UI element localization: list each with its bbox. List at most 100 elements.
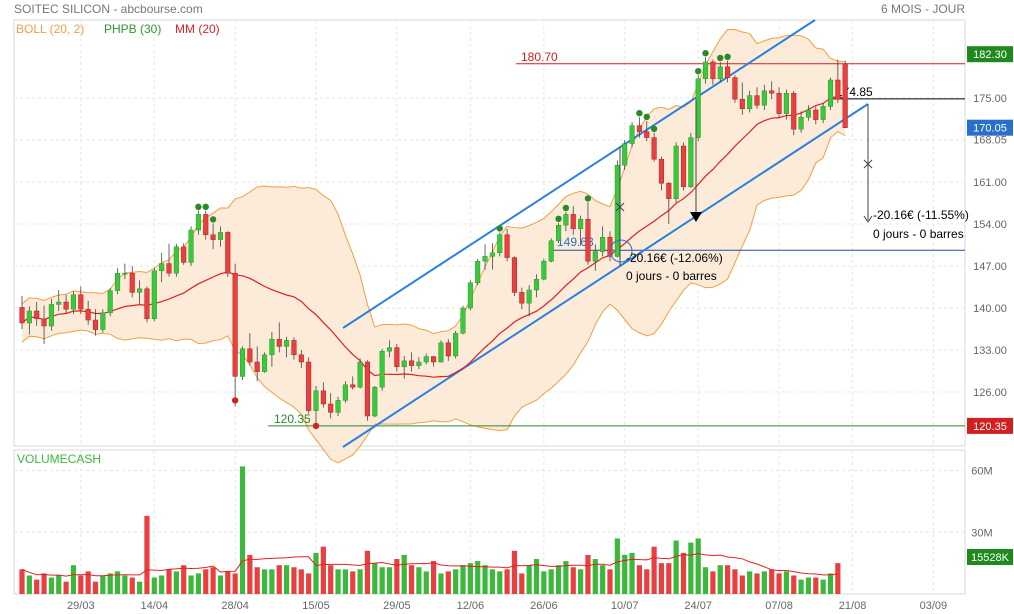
candle-down (813, 109, 819, 120)
volume-bar-up (438, 573, 444, 594)
phpb-high-marker (650, 125, 658, 132)
candle-up (578, 218, 584, 230)
x-tick-label: 10/07 (611, 600, 639, 612)
volume-bar-down (710, 571, 716, 594)
candle-down (276, 338, 282, 347)
candle-down (320, 390, 326, 405)
chart-header: SOITEC SILICON - abcbourse.com 6 MOIS - … (14, 2, 965, 466)
candle-up (783, 92, 789, 114)
phpb-high-marker (195, 203, 202, 210)
volume-bar-up (453, 569, 459, 594)
volume-bar-down (92, 581, 99, 594)
phpb-high-marker (209, 216, 217, 223)
volume-bar-up (26, 575, 32, 594)
annotations: -20.16€ (-12.06%) 0 jours - 0 barres -20.1… (609, 100, 969, 283)
candle-down (394, 347, 400, 368)
candle-down (181, 246, 187, 263)
y-tick-label: 133.00 (973, 345, 1007, 357)
volume-bar-up (702, 567, 709, 594)
candle-up (26, 310, 32, 324)
volume-bar-up (386, 567, 393, 594)
phpb-high-marker (702, 50, 709, 57)
candle-down (225, 232, 231, 274)
volume-bar-down (813, 577, 819, 594)
volume-bar-down (570, 567, 576, 594)
phpb-low-marker (312, 422, 320, 430)
volume-bar-down (350, 571, 356, 594)
candle-down (504, 234, 510, 258)
level-label-174: 174.85 (836, 85, 873, 99)
volume-bar-down (144, 515, 150, 594)
candle-up (703, 61, 709, 80)
x-tick-label: 29/05 (383, 600, 411, 612)
volume-bar-up (313, 552, 319, 594)
volume-bar-down (519, 573, 525, 594)
volume-bar-up (475, 561, 481, 594)
candle-down (254, 361, 260, 372)
candle-down (842, 63, 848, 128)
candle-up (379, 350, 385, 388)
candle-down (791, 92, 797, 130)
volume-bar-up (717, 565, 723, 594)
candle-up (173, 246, 179, 274)
candle-up (195, 214, 201, 231)
candle-up (497, 234, 503, 254)
candle-up (541, 260, 547, 280)
candle-up (386, 347, 393, 352)
candle-down (19, 307, 25, 324)
level-label-120: 120.35 (274, 412, 311, 426)
candle-up (188, 229, 194, 263)
y-tick-label: 147.00 (973, 261, 1007, 273)
annotation-text: -20.16€ (-11.55%) (873, 208, 969, 222)
volume-bar-down (328, 565, 334, 594)
phpb-high-marker (562, 204, 570, 212)
candle-up (107, 290, 113, 314)
volume-bar-up (335, 569, 341, 594)
trend-channel-lines (342, 19, 869, 448)
candle-up (313, 390, 319, 411)
bollinger-bands (21, 28, 846, 464)
x-tick-label: 24/07 (684, 600, 712, 612)
volume-bar-down (658, 563, 665, 594)
volume-bar-down (276, 565, 282, 594)
volume-bar-up (401, 554, 407, 594)
candle-down (776, 92, 782, 114)
volume-bar-up (783, 571, 789, 594)
volume-bar-up (423, 571, 429, 594)
y-tick-label: 175.00 (973, 93, 1007, 105)
candle-up (48, 304, 54, 327)
candle-up (115, 272, 121, 291)
candle-up (284, 340, 290, 347)
volume-bar-down (232, 573, 238, 594)
candle-up (673, 145, 679, 200)
price-panel-frame (13, 19, 966, 447)
level-label-180: 180.70 (521, 50, 558, 64)
volume-bar-up (747, 571, 753, 594)
volume-bar-down (835, 563, 841, 594)
candle-up (262, 354, 268, 372)
candle-down (754, 95, 760, 106)
price-badge-label: 120.35 (973, 421, 1007, 433)
candle-down (78, 294, 84, 310)
volume-bar-down (511, 550, 518, 594)
candle-up (342, 384, 348, 401)
candle-up (533, 278, 540, 291)
candle-up (695, 78, 701, 138)
volume-bar-down (320, 546, 326, 594)
candle-down (34, 310, 40, 320)
candle-down (710, 61, 716, 80)
volume-bar-up (100, 575, 106, 594)
volume-bar-down (666, 563, 672, 594)
volume-bar-down (34, 579, 40, 594)
volume-bar-down (408, 565, 415, 594)
candle-down (232, 272, 238, 377)
candle-down (298, 354, 304, 363)
volume-bar-down (504, 569, 510, 594)
channel-upper-line (342, 19, 816, 329)
price-badge (967, 119, 1013, 136)
volume-bar-down (85, 571, 91, 594)
volume-bar-down (394, 559, 400, 594)
volume-bar-up (357, 569, 363, 594)
volume-bar-up (578, 569, 584, 594)
volume-bars (19, 466, 841, 594)
